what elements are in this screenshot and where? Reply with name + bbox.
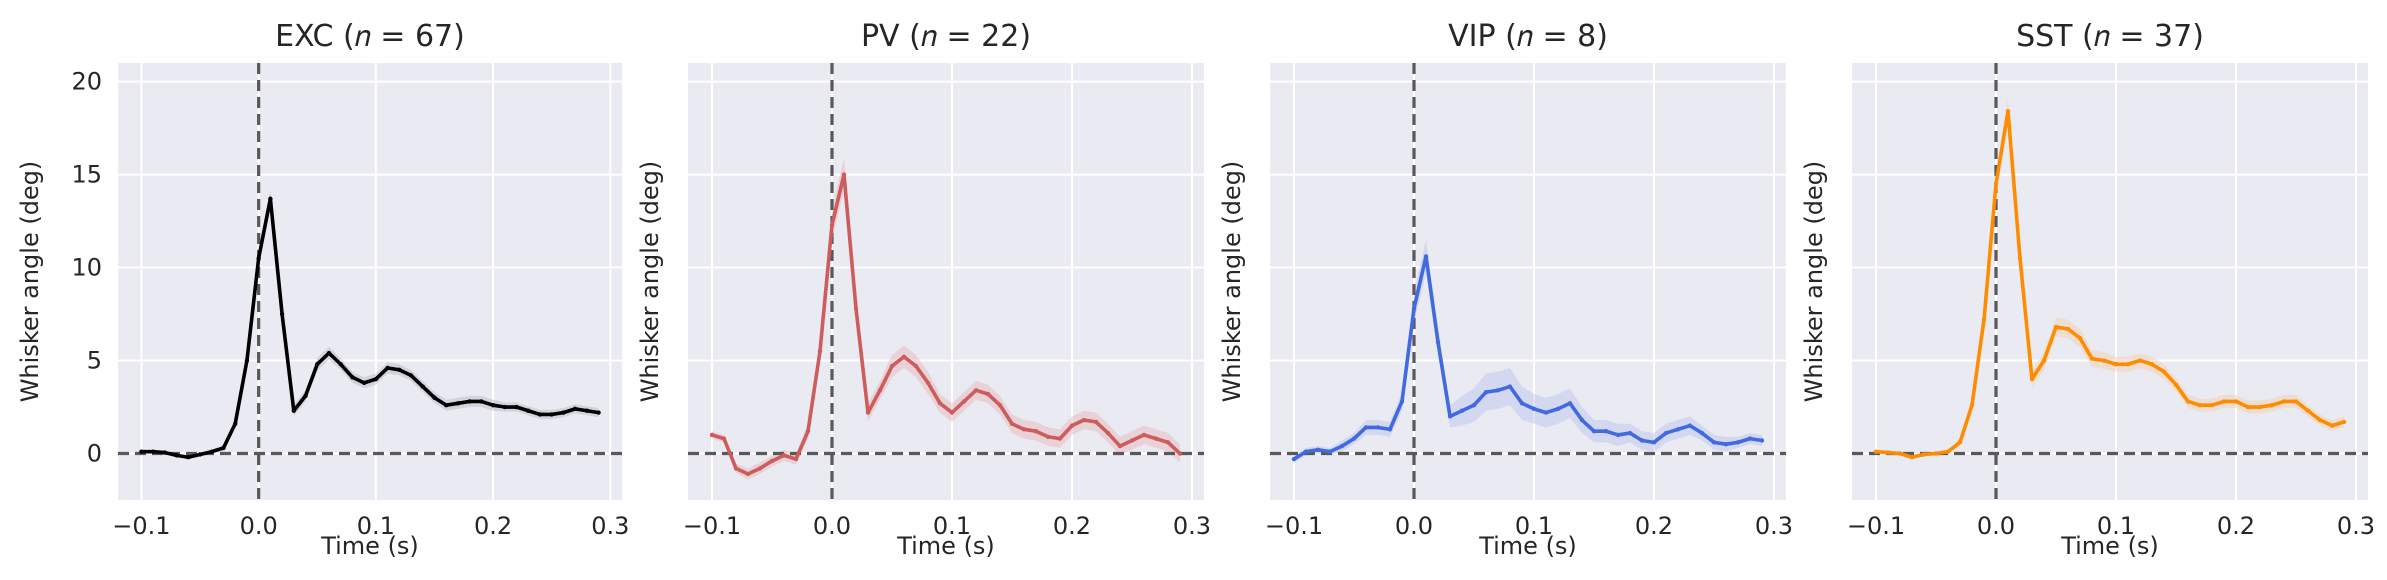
series-line [139,196,601,460]
x-tick-labels: −0.1 0.0 0.1 0.2 0.3 [1847,512,2375,540]
panel-pv: −0.1 0.0 0.1 0.2 0.3 PV (𝑛 = 22) Time (s) Wh… [636,19,1211,560]
plot-area [1270,63,1786,500]
y-axis-label: Whisker angle (deg) [1800,161,1828,403]
y-tick-labels: 0 5 10 15 20 [71,68,102,468]
series-line [1874,109,2346,460]
x-tick-labels: −0.1 0.0 0.1 0.2 0.3 [112,512,629,540]
x-tick-label: 0.3 [591,512,629,540]
panel-title: PV (𝑛 = 22) [861,19,1031,54]
x-tick-label: 0.1 [357,512,395,540]
x-tick-label: 0.2 [2217,512,2255,540]
y-tick-label: 15 [71,161,102,189]
y-tick-label: 20 [71,68,102,96]
panel-sst: −0.1 0.0 0.1 0.2 0.3 SST (𝑛 = 37) Time (s) W… [1800,19,2375,560]
y-tick-label: 5 [87,347,102,375]
plot-area [1852,63,2368,500]
x-tick-label: 0.1 [933,512,971,540]
x-axis-label: Time (s) [896,532,995,560]
x-tick-label: 0.3 [1755,512,1793,540]
y-axis-label: Whisker angle (deg) [16,161,44,403]
panel-title: VIP (𝑛 = 8) [1448,19,1608,54]
plot-area [688,63,1204,500]
series-line [1292,254,1764,461]
x-tick-label: 0.0 [813,512,851,540]
x-axis-label: Time (s) [320,532,419,560]
x-tick-label: −0.1 [683,512,741,540]
x-axis-label: Time (s) [1478,532,1577,560]
x-tick-labels: −0.1 0.0 0.1 0.2 0.3 [683,512,1211,540]
x-tick-label: 0.2 [474,512,512,540]
y-tick-label: 0 [87,440,102,468]
x-tick-label: 0.3 [1173,512,1211,540]
x-tick-label: 0.3 [2337,512,2375,540]
x-tick-labels: −0.1 0.0 0.1 0.2 0.3 [1265,512,1793,540]
x-tick-label: 0.2 [1635,512,1673,540]
error-band [712,157,1180,480]
x-tick-label: 0.1 [2097,512,2135,540]
panel-title: SST (𝑛 = 37) [2016,19,2204,54]
y-axis-label: Whisker angle (deg) [636,161,664,403]
x-tick-label: 0.0 [240,512,278,540]
x-tick-label: 0.0 [1395,512,1433,540]
x-tick-label: 0.2 [1053,512,1091,540]
x-tick-label: −0.1 [112,512,170,540]
y-tick-label: 10 [71,254,102,282]
y-axis-label: Whisker angle (deg) [1218,161,1246,403]
error-band [1294,239,1762,463]
x-tick-label: 0.1 [1515,512,1553,540]
x-tick-label: −0.1 [1847,512,1905,540]
x-tick-label: 0.0 [1977,512,2015,540]
panel-exc: −0.1 0.0 0.1 0.2 0.3 0 5 10 15 20 EXC (𝑛 = 67) T… [16,19,629,560]
series-line [710,172,1182,476]
x-axis-label: Time (s) [2060,532,2159,560]
plot-area [118,63,622,500]
panel-title: EXC (𝑛 = 67) [275,19,465,54]
x-tick-label: −0.1 [1265,512,1323,540]
panel-vip: −0.1 0.0 0.1 0.2 0.3 VIP (𝑛 = 8) Time (s) Wh… [1218,19,1793,560]
